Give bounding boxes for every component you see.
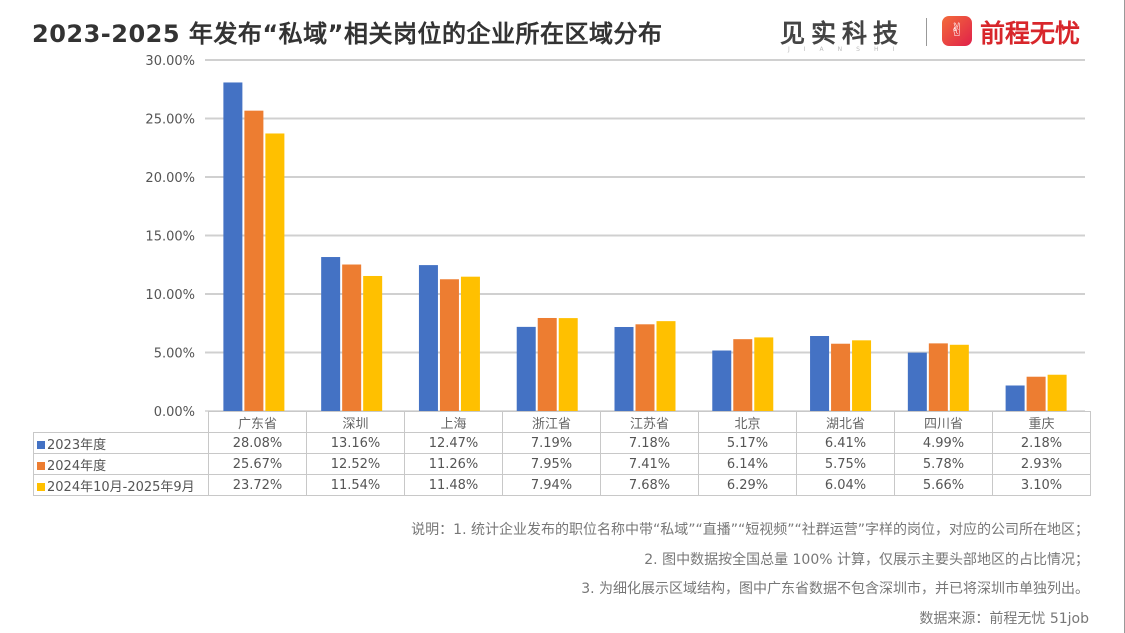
series-name: 2023年度 [47, 437, 107, 453]
bar [1005, 385, 1025, 411]
data-label: 6.29% [698, 474, 797, 496]
y-tick-label: 10.00% [145, 288, 195, 303]
table-row: 2023年度 28.08% 13.16% 12.47% 7.19% 7.18% 5.17% 6… [33, 432, 1091, 454]
data-label: 25.67% [208, 453, 307, 475]
bar [265, 133, 285, 411]
bar [363, 275, 383, 411]
data-label: 2.18% [992, 432, 1091, 454]
legend-entry: 2024年10月-2025年9月 [33, 474, 209, 496]
category-label: 四川省 [894, 411, 993, 433]
bar [244, 110, 264, 411]
category-label: 北京 [698, 411, 797, 433]
data-label: 6.41% [796, 432, 895, 454]
table-row: 2024年度 25.67% 12.52% 11.26% 7.95% 7.41% 6.14% 5… [33, 453, 1091, 475]
data-label: 7.41% [600, 453, 699, 475]
y-tick-label: 25.00% [145, 113, 195, 128]
page-title: 2023-2025 年发布“私域”相关岗位的企业所在区域分布 [32, 20, 663, 48]
bar [754, 337, 774, 411]
data-label: 7.68% [600, 474, 699, 496]
legend-swatch [37, 482, 45, 491]
bar [614, 326, 634, 411]
bar [537, 317, 557, 411]
legend-swatch [37, 440, 45, 449]
data-label: 23.72% [208, 474, 307, 496]
bar [439, 279, 459, 411]
data-label: 11.26% [404, 453, 503, 475]
legend-entry: 2024年度 [33, 453, 209, 475]
data-table: 广东省 深圳 上海 浙江省 江苏省 北京 湖北省 四川省 重庆 2023年度 28.08% 13.16… [33, 411, 1091, 496]
bar [1047, 374, 1067, 411]
data-label: 5.17% [698, 432, 797, 454]
note-2: 2. 图中数据按全国总量 100% 计算，仅展示主要头部地区的占比情况； [644, 551, 1089, 568]
legend-swatch [37, 461, 45, 470]
data-label: 28.08% [208, 432, 307, 454]
table-header: 广东省 深圳 上海 浙江省 江苏省 北京 湖北省 四川省 重庆 [33, 411, 1091, 433]
data-label: 7.94% [502, 474, 601, 496]
data-label: 4.99% [894, 432, 993, 454]
data-label: 11.48% [404, 474, 503, 496]
bar [810, 336, 830, 411]
data-label: 12.52% [306, 453, 405, 475]
note-3: 3. 为细化展示区域结构，图中广东省数据不包含深圳市，并已将深圳市单独列出。 [581, 581, 1089, 597]
data-label: 12.47% [404, 432, 503, 454]
data-label: 5.78% [894, 453, 993, 475]
bar [223, 82, 243, 412]
y-tick-label: 30.00% [145, 54, 195, 69]
bar-chart: 0.00%5.00%10.00%15.00%20.00%25.00%30.00% [145, 54, 1085, 420]
data-label: 7.95% [502, 453, 601, 475]
category-label: 江苏省 [600, 411, 699, 433]
51job-logo: 前程无忧 [980, 19, 1081, 48]
data-label: 6.04% [796, 474, 895, 496]
bar [321, 257, 341, 411]
category-label: 重庆 [992, 411, 1091, 433]
bar [635, 324, 655, 411]
data-label: 3.10% [992, 474, 1091, 496]
notes: 说明：1. 统计企业发布的职位名称中带“私域”“直播”“短视频”“社群运营”字样… [411, 516, 1089, 633]
data-label: 2.93% [992, 453, 1091, 475]
jianshi-logo: 见实科技 JIANSHI [780, 19, 909, 53]
category-label: 深圳 [306, 411, 405, 433]
bar [733, 339, 753, 411]
category-label: 广东省 [208, 411, 307, 433]
bar [852, 340, 872, 411]
legend-entry: 2023年度 [33, 432, 209, 454]
bar [342, 264, 362, 411]
data-label: 7.19% [502, 432, 601, 454]
category-label: 湖北省 [796, 411, 895, 433]
51job-logo-icon: ✌ [942, 16, 972, 46]
data-label: 5.66% [894, 474, 993, 496]
series-name: 2024年度 [47, 458, 107, 474]
data-source: 数据来源：前程无忧 51job [919, 610, 1089, 627]
bar [460, 276, 480, 411]
bar [418, 265, 438, 411]
series-name: 2024年10月-2025年9月 [47, 479, 195, 495]
data-label: 5.75% [796, 453, 895, 475]
bar [928, 343, 948, 411]
category-label: 上海 [404, 411, 503, 433]
y-tick-label: 15.00% [145, 230, 195, 245]
bar [907, 352, 927, 411]
bar [831, 343, 851, 411]
bar [712, 350, 732, 411]
data-label: 7.18% [600, 432, 699, 454]
data-label: 11.54% [306, 474, 405, 496]
bar [516, 326, 536, 411]
table-row: 2024年10月-2025年9月 23.72% 11.54% 11.48% 7.94% 7… [33, 474, 1091, 496]
y-tick-label: 20.00% [145, 171, 195, 186]
divider [926, 18, 927, 46]
bar [1026, 376, 1046, 411]
bar [656, 321, 676, 411]
bar [558, 318, 578, 411]
note-1: 说明：1. 统计企业发布的职位名称中带“私域”“直播”“短视频”“社群运营”字样… [411, 522, 1089, 538]
category-label: 浙江省 [502, 411, 601, 433]
bar [949, 344, 969, 411]
data-label: 6.14% [698, 453, 797, 475]
data-label: 13.16% [306, 432, 405, 454]
y-tick-label: 5.00% [154, 347, 195, 362]
